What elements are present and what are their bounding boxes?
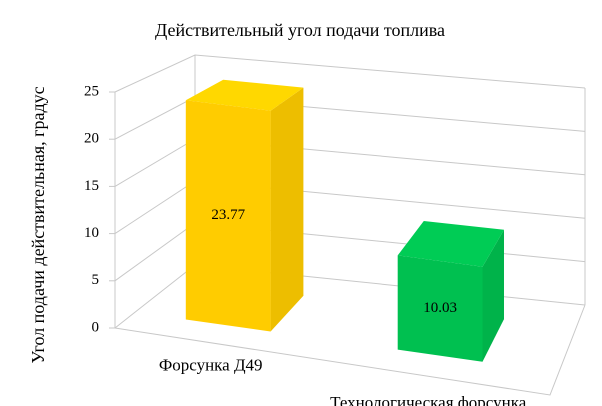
y-tick-label: 0 [92, 319, 100, 335]
data-label: 23.77 [211, 207, 245, 223]
floor-edge [114, 304, 586, 396]
bar-top [397, 221, 504, 267]
y-tick-label: 15 [84, 178, 99, 194]
y-tick-label: 20 [84, 131, 99, 147]
grid-line [114, 180, 586, 235]
y-tick-label: 5 [92, 272, 100, 288]
x-tick-label: Форсунка Д49 [159, 356, 263, 375]
bar [397, 221, 504, 362]
data-label: 10.03 [423, 300, 457, 316]
grid-line [114, 264, 586, 329]
bar-front [397, 255, 483, 362]
bar-side [482, 229, 504, 362]
bar-top [185, 79, 304, 111]
bar [185, 79, 304, 332]
bar-side [270, 87, 304, 332]
x-tick-label: Технологическая форсунка [330, 393, 527, 406]
y-axis-label: Угол подачи действительная, градус [28, 86, 48, 363]
bar-front [185, 100, 271, 332]
grid-line [114, 138, 586, 187]
y-tick-label: 25 [84, 83, 99, 99]
grid-line [114, 54, 586, 93]
grid-line [114, 96, 586, 140]
chart-title: Действительный угол подачи топлива [155, 20, 445, 40]
y-tick-label: 10 [84, 225, 99, 241]
